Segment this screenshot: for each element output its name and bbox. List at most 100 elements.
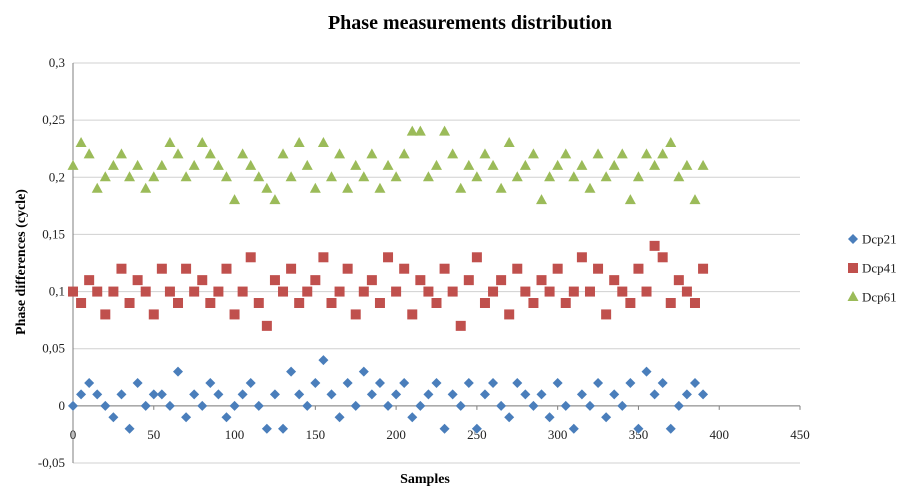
data-point — [156, 263, 167, 274]
data-point — [213, 286, 224, 297]
data-point — [309, 182, 321, 193]
data-point — [286, 263, 297, 274]
data-point — [512, 263, 523, 274]
data-point — [592, 148, 604, 159]
x-tick-label: 150 — [306, 427, 326, 442]
legend-marker — [848, 263, 858, 273]
data-point — [463, 159, 475, 170]
data-point — [584, 286, 595, 297]
data-point — [399, 378, 410, 388]
data-point — [536, 275, 547, 286]
data-point — [132, 378, 143, 388]
data-point — [124, 423, 135, 434]
data-point — [245, 378, 256, 388]
data-point — [560, 400, 571, 411]
legend-item: Dcp41 — [848, 261, 897, 276]
data-point — [383, 400, 394, 411]
data-point — [616, 148, 628, 159]
data-point — [358, 286, 369, 297]
data-point — [423, 286, 434, 297]
data-point — [220, 171, 232, 182]
data-point — [431, 298, 442, 308]
y-tick-label: 0,1 — [49, 284, 65, 299]
data-point — [181, 263, 192, 274]
data-point — [245, 159, 257, 170]
y-tick-label: 0,05 — [42, 341, 65, 356]
x-tick-label: 400 — [709, 427, 729, 442]
data-point — [302, 400, 313, 411]
data-point — [374, 298, 385, 308]
chart-title: Phase measurements distribution — [328, 12, 612, 34]
data-point — [148, 389, 159, 400]
data-point — [382, 159, 394, 170]
data-point — [689, 298, 700, 308]
data-point — [689, 378, 700, 388]
data-point — [496, 275, 507, 286]
data-point — [173, 366, 184, 377]
data-point — [286, 366, 297, 377]
data-point — [350, 400, 361, 411]
legend-label: Dcp61 — [862, 290, 897, 305]
data-point — [294, 389, 305, 400]
data-point — [334, 412, 345, 423]
data-point — [391, 286, 402, 297]
data-point — [544, 171, 556, 182]
data-point — [673, 275, 684, 286]
data-point — [471, 252, 482, 263]
data-point — [576, 252, 587, 263]
data-point — [326, 298, 337, 308]
data-point — [237, 286, 248, 297]
data-point — [188, 159, 200, 170]
data-point — [479, 389, 490, 400]
data-point — [334, 148, 346, 159]
legend: Dcp21 Dcp41 Dcp61 — [847, 232, 897, 305]
data-point — [350, 159, 362, 170]
data-point — [302, 286, 313, 297]
data-point — [407, 412, 418, 423]
data-point — [124, 171, 136, 182]
data-point — [173, 298, 184, 308]
data-point — [116, 389, 127, 400]
data-point — [536, 194, 548, 205]
data-point — [504, 309, 515, 320]
data-point — [67, 159, 79, 170]
data-point — [439, 423, 450, 434]
data-point — [568, 286, 579, 297]
x-tick-label: 300 — [548, 427, 568, 442]
data-point — [552, 263, 563, 274]
data-point — [431, 159, 442, 170]
data-point — [164, 286, 175, 297]
data-point — [544, 286, 555, 297]
data-point — [641, 286, 652, 297]
data-point — [326, 389, 337, 400]
data-point — [197, 275, 208, 286]
data-point — [649, 389, 660, 400]
data-point — [277, 148, 289, 159]
data-point — [511, 171, 523, 182]
data-point — [278, 423, 289, 434]
data-point — [116, 263, 127, 274]
data-point — [76, 389, 87, 400]
data-point — [681, 159, 693, 170]
legend-marker — [847, 291, 859, 301]
y-tick-label: 0,25 — [42, 112, 65, 127]
data-point — [633, 263, 644, 274]
data-point — [350, 309, 361, 320]
data-point — [447, 389, 458, 400]
data-point — [148, 309, 159, 320]
data-point — [366, 275, 377, 286]
data-point — [625, 298, 636, 308]
data-point — [390, 171, 402, 182]
x-tick-label: 350 — [629, 427, 649, 442]
x-axis-ticks: 0 50 100 150 200 250 300 350 400 450 — [70, 405, 810, 442]
data-point — [205, 378, 216, 388]
data-point — [253, 298, 264, 308]
data-point — [68, 286, 78, 297]
data-point — [68, 400, 78, 411]
x-tick-label: 250 — [467, 427, 487, 442]
data-point — [164, 400, 175, 411]
data-point — [269, 275, 280, 286]
data-point — [148, 171, 160, 182]
data-point — [204, 148, 216, 159]
